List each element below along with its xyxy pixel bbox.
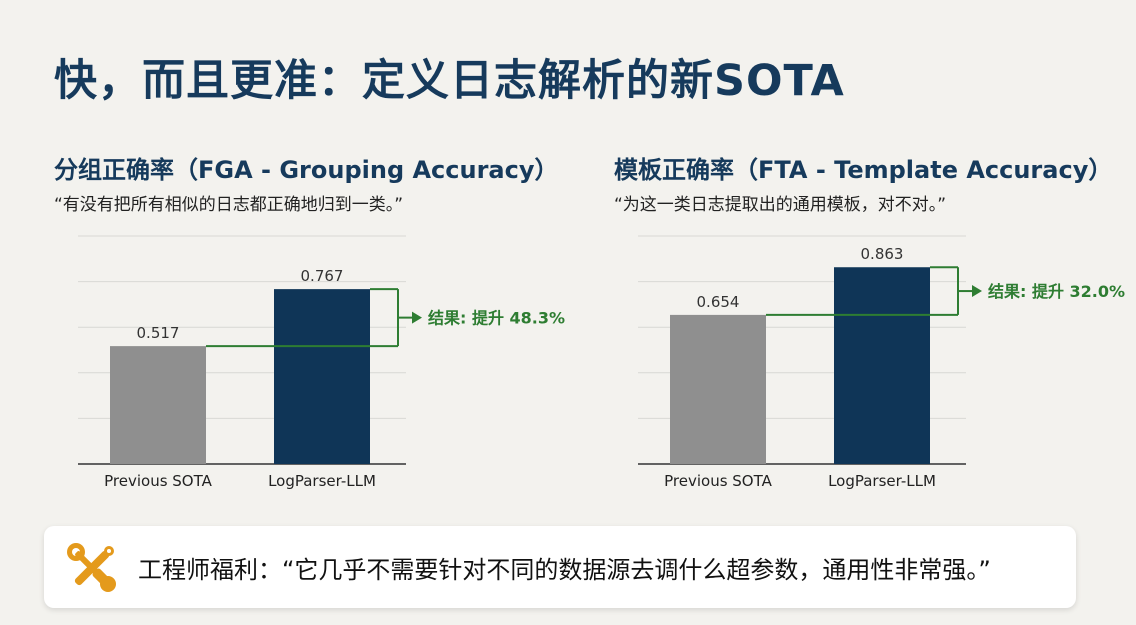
fga-tick-label-1: Previous SOTA (104, 472, 212, 490)
fta-improvement-label: 结果: 提升 32.0% (987, 282, 1125, 301)
fta-chart-title: 模板正确率（FTA - Template Accuracy） (614, 156, 1113, 184)
tools-icon (67, 543, 116, 592)
fga-tick-label-2: LogParser-LLM (268, 472, 376, 490)
fta-chart-panel: 模板正确率（FTA - Template Accuracy） “为这一类日志提取… (614, 150, 1134, 510)
fta-tick-label-1: Previous SOTA (664, 472, 772, 490)
fta-chart-subtitle: “为这一类日志提取出的通用模板，对不对。” (614, 195, 947, 215)
fga-bar-chart: 0.517 Previous SOTA 0.767 LogParser-LLM 结果: … (78, 235, 565, 490)
engineer-benefit-text: 工程师福利：“它几乎不需要针对不同的数据源去调什么超参数，通用性非常强。” (138, 556, 991, 584)
engineer-benefit-box: 工程师福利：“它几乎不需要针对不同的数据源去调什么超参数，通用性非常强。” (44, 526, 1076, 608)
fga-bar-1 (110, 346, 206, 464)
fga-value-label-2: 0.767 (301, 267, 344, 285)
fta-value-label-2: 0.863 (861, 245, 904, 263)
fga-chart-subtitle: “有没有把所有相似的日志都正确地归到一类。” (54, 195, 404, 215)
fta-tick-label-2: LogParser-LLM (828, 472, 936, 490)
fta-arrow-icon (972, 285, 982, 298)
fga-arrow-icon (412, 311, 422, 324)
fta-bar-2 (834, 267, 930, 464)
page-title: 快，而且更准：定义日志解析的新SOTA (54, 56, 845, 106)
fga-chart-panel: 分组正确率（FGA - Grouping Accuracy） “有没有把所有相似… (54, 150, 574, 510)
fta-bar-chart: 0.654 Previous SOTA 0.863 LogParser-LLM 结果: … (638, 235, 1125, 490)
fta-bar-1 (670, 314, 766, 464)
fga-chart-title: 分组正确率（FGA - Grouping Accuracy） (54, 156, 559, 184)
fga-value-label-1: 0.517 (137, 324, 180, 342)
fta-value-label-1: 0.654 (697, 293, 740, 311)
fga-improvement-label: 结果: 提升 48.3% (427, 309, 565, 328)
fga-bar-2 (274, 289, 370, 464)
